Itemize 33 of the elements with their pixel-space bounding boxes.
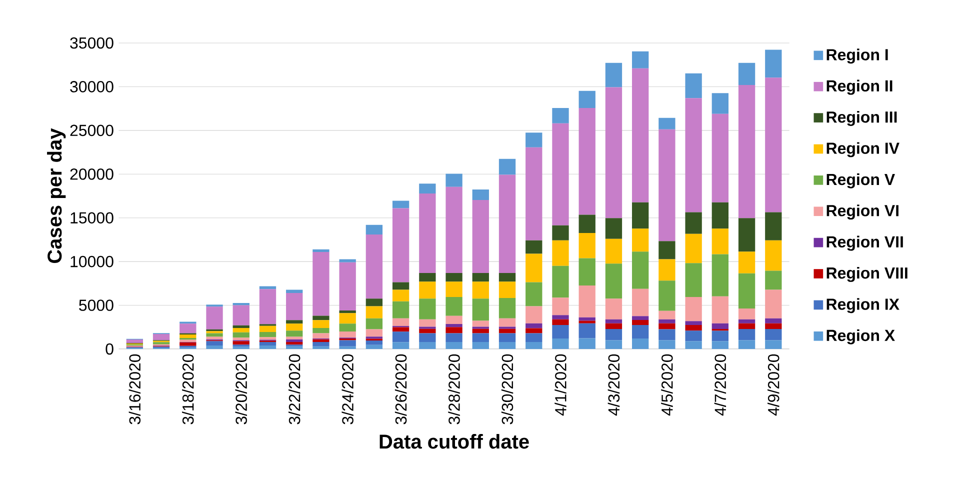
legend-label: Region III xyxy=(826,110,897,126)
y-tick-label: 35000 xyxy=(70,37,114,49)
legend-label: Region I xyxy=(826,48,888,64)
x-tick-label: 3/26/2020 xyxy=(394,354,407,424)
x-tick-label: 3/30/2020 xyxy=(501,354,514,424)
y-tick-label: 10000 xyxy=(70,256,114,268)
x-tick-label: 3/20/2020 xyxy=(235,354,247,424)
x-tick-label: 4/3/2020 xyxy=(608,354,620,416)
x-tick-label: 3/24/2020 xyxy=(342,354,354,424)
legend-label: Region IX xyxy=(826,298,900,314)
legend-label: Region X xyxy=(826,329,895,344)
legend-label: Region VI xyxy=(826,204,898,220)
x-tick-label: 3/28/2020 xyxy=(448,354,460,424)
y-tick-label: 20000 xyxy=(70,168,114,180)
y-tick-label: 30000 xyxy=(70,81,114,92)
y-tick-label: 0 xyxy=(106,343,114,355)
x-tick-label: 4/9/2020 xyxy=(768,354,780,416)
legend-label: Region IV xyxy=(826,142,900,158)
x-tick-label: 4/1/2020 xyxy=(554,354,566,416)
legend-label: Region VII xyxy=(826,236,903,251)
y-axis-title: Cases per day xyxy=(47,128,66,263)
y-tick-label: 15000 xyxy=(70,212,114,224)
x-tick-label: 4/5/2020 xyxy=(661,354,673,416)
x-tick-label: 3/18/2020 xyxy=(182,354,194,424)
x-tick-label: 3/16/2020 xyxy=(128,354,141,424)
y-tick-label: 5000 xyxy=(79,300,114,311)
x-tick-label: 3/22/2020 xyxy=(288,354,300,424)
legend-label: Region VIII xyxy=(826,266,908,282)
x-tick-label: 4/7/2020 xyxy=(714,354,726,416)
legend-label: Region V xyxy=(826,173,895,188)
y-tick-label: 25000 xyxy=(70,124,114,136)
x-axis-title: Data cutoff date xyxy=(380,434,529,449)
legend-label: Region II xyxy=(826,80,892,95)
